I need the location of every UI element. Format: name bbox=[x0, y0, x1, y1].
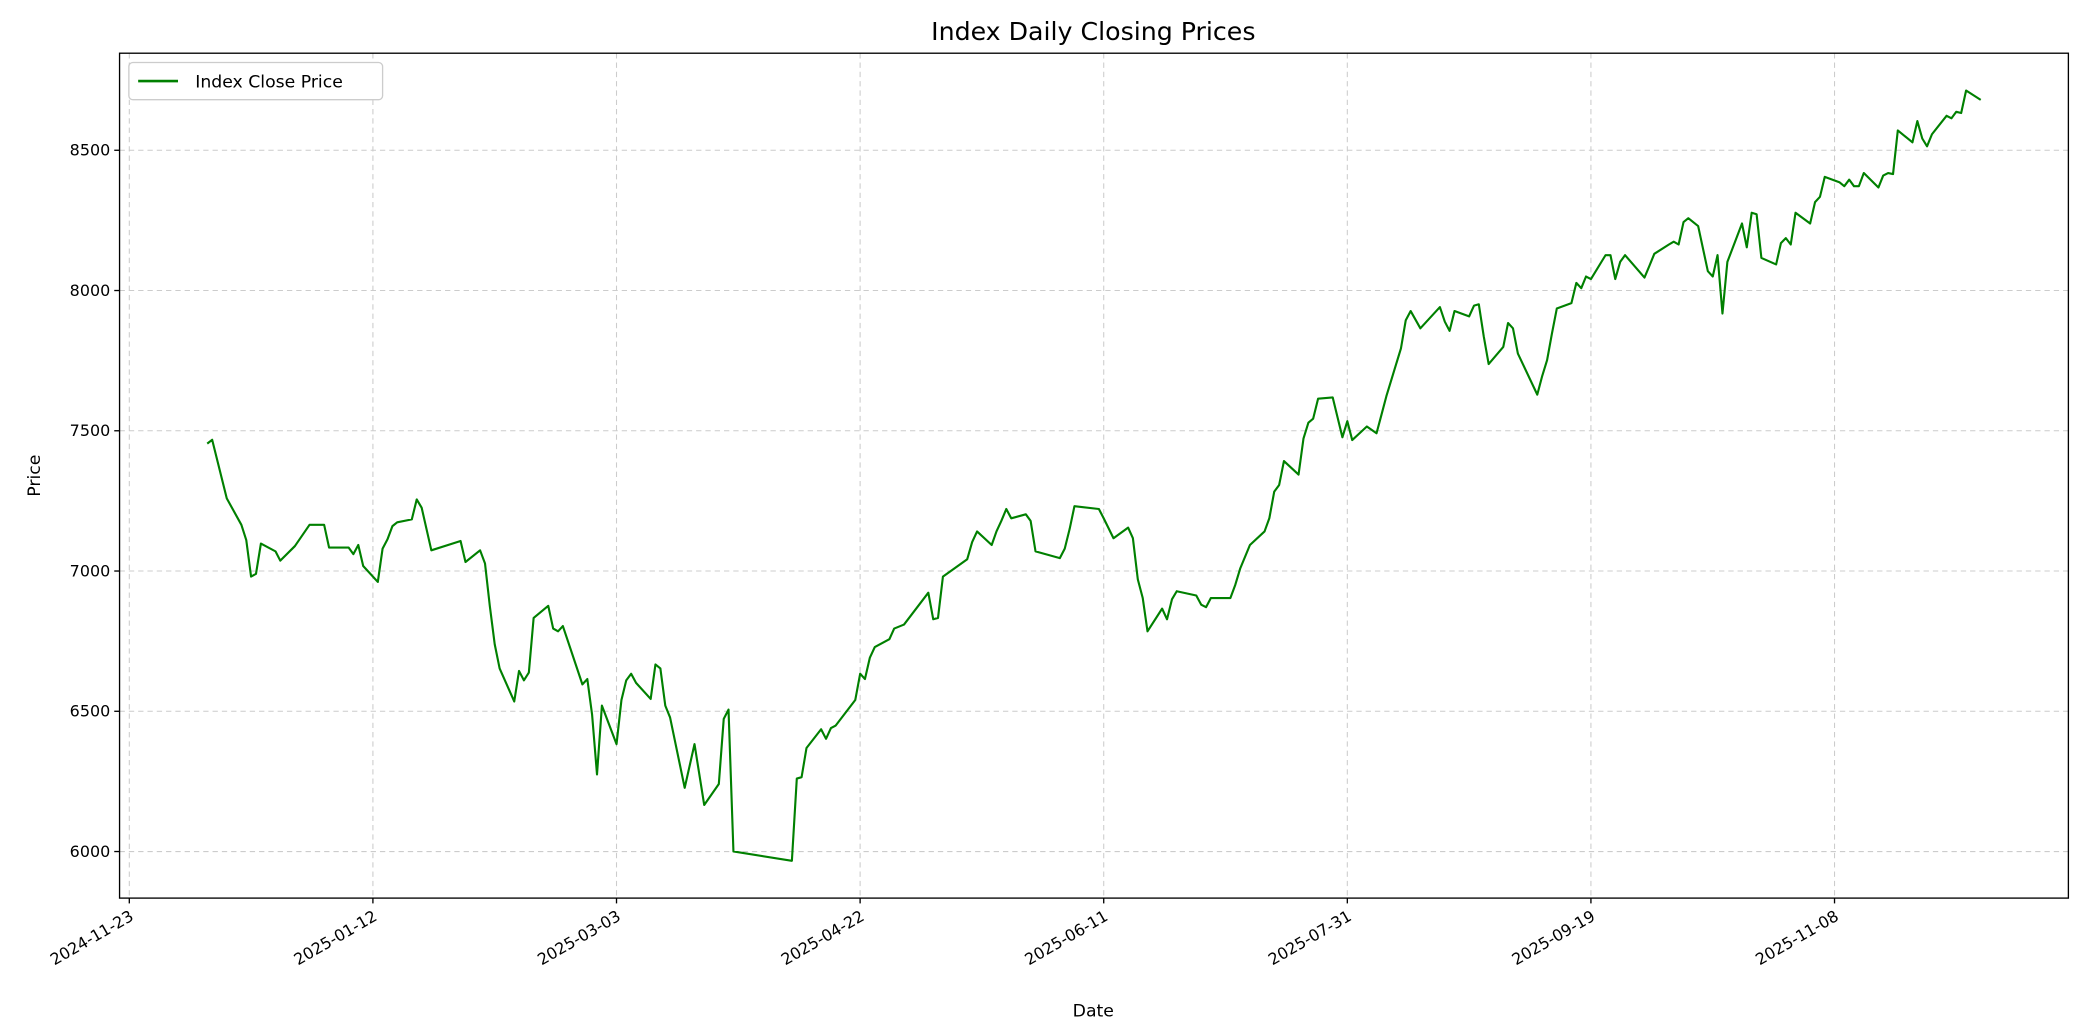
x-tick-label: 2024-11-23 bbox=[47, 906, 137, 969]
plot-frame bbox=[118, 52, 2070, 899]
legend: Index Close Price bbox=[128, 61, 384, 101]
x-tick-label: 2025-11-08 bbox=[1752, 906, 1842, 969]
y-tick-label: 6000 bbox=[70, 842, 111, 861]
y-axis-label: Price bbox=[25, 455, 45, 497]
grid bbox=[119, 53, 2069, 899]
legend-box bbox=[128, 61, 384, 101]
x-tick-label: 2025-04-22 bbox=[778, 906, 868, 969]
x-tick-label: 2025-07-31 bbox=[1265, 906, 1355, 969]
x-tick-label: 2025-03-03 bbox=[534, 906, 624, 969]
x-axis-label: Date bbox=[1073, 1001, 1114, 1021]
x-tick-label: 2025-09-19 bbox=[1509, 906, 1599, 969]
series-line-layer bbox=[206, 89, 1982, 862]
x-tick-label: 2025-06-11 bbox=[1021, 906, 1111, 969]
x-tick-label: 2025-01-12 bbox=[291, 906, 381, 969]
y-tick-label: 7500 bbox=[70, 421, 111, 440]
y-tick-label: 6500 bbox=[70, 702, 111, 721]
y-tick-label: 8500 bbox=[70, 141, 111, 160]
legend-label: Index Close Price bbox=[195, 73, 343, 93]
y-tick-label: 7000 bbox=[70, 561, 111, 580]
chart-title: Index Daily Closing Prices bbox=[931, 17, 1255, 46]
x-axis-ticks: 2024-11-23 2025-01-12 2025-03-03 2025-04-22… bbox=[47, 898, 1842, 969]
y-axis-ticks: 6000 6500 7000 7500 8000 8500 bbox=[70, 141, 120, 861]
series-line-index-close-price bbox=[206, 89, 1982, 862]
y-tick-label: 8000 bbox=[70, 281, 111, 300]
